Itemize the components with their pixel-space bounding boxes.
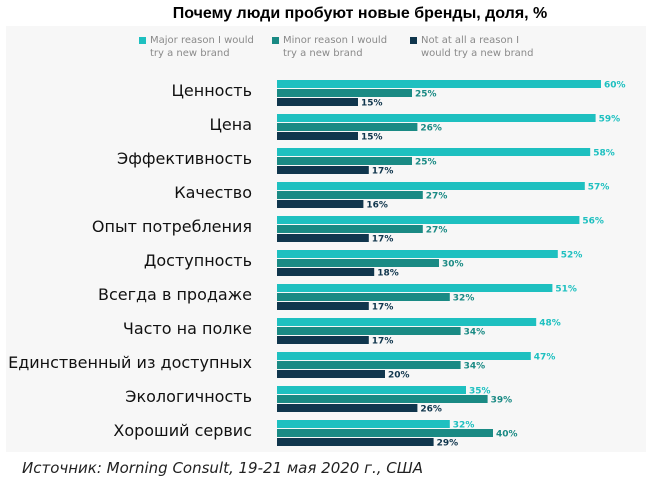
bar-none [277, 336, 369, 344]
legend-swatch-major [139, 37, 146, 44]
bar-minor [277, 327, 461, 335]
legend-swatch-none [410, 37, 417, 44]
value-label-minor: 25% [415, 90, 437, 100]
bar-none [277, 268, 375, 276]
value-label-none: 16% [366, 201, 388, 211]
value-label-none: 15% [361, 99, 383, 109]
category-label: Ценность [171, 81, 252, 100]
value-label-major: 59% [599, 115, 621, 125]
legend-label-minor: Minor reason I would try a new brand [283, 35, 388, 59]
legend-label-major: Major reason I would try a new brand [150, 35, 254, 59]
bar-minor [277, 123, 418, 131]
bar-major [277, 318, 537, 326]
bar-major [277, 182, 585, 190]
value-label-minor: 39% [491, 396, 513, 406]
bar-none [277, 166, 369, 174]
bar-minor [277, 157, 412, 165]
value-label-none: 20% [388, 371, 410, 381]
category-label: Всегда в продаже [98, 285, 252, 304]
bar-major [277, 352, 531, 360]
category-label: Хороший сервис [113, 421, 252, 440]
bar-minor [277, 395, 488, 403]
bar-none [277, 370, 385, 378]
legend-swatch-minor [272, 37, 279, 44]
bar-minor [277, 259, 439, 267]
value-label-minor: 40% [496, 430, 518, 440]
legend-item-major: Major reason I would try a new brand [139, 34, 270, 60]
bar-minor [277, 89, 412, 97]
value-label-none: 17% [372, 167, 394, 177]
bar-none [277, 302, 369, 310]
value-label-none: 17% [372, 337, 394, 347]
bar-none [277, 200, 364, 208]
bar-major [277, 420, 450, 428]
bar-major [277, 148, 591, 156]
value-label-major: 52% [561, 251, 583, 261]
category-label: Цена [209, 115, 252, 134]
bar-major [277, 386, 466, 394]
bar-minor [277, 191, 423, 199]
category-label: Доступность [144, 251, 252, 270]
category-label: Опыт потребления [92, 217, 252, 236]
bar-minor [277, 361, 461, 369]
category-label: Качество [174, 183, 252, 202]
bar-none [277, 98, 358, 106]
bar-minor [277, 225, 423, 233]
bar-major [277, 216, 580, 224]
source-note: Источник: Morning Consult, 19-21 мая 202… [22, 459, 424, 477]
value-label-minor: 34% [464, 362, 486, 372]
bar-major [277, 114, 596, 122]
value-label-minor: 27% [426, 192, 448, 202]
value-label-none: 17% [372, 303, 394, 313]
category-label: Часто на полке [123, 319, 252, 338]
value-label-major: 51% [555, 285, 577, 295]
value-label-major: 56% [582, 217, 604, 227]
value-label-major: 47% [534, 353, 556, 363]
bar-none [277, 438, 434, 446]
legend-item-none: Not at all a reason I would try a new br… [410, 34, 541, 60]
category-label: Эффективность [117, 149, 252, 168]
bar-minor [277, 293, 450, 301]
value-label-major: 60% [604, 81, 626, 91]
bar-minor [277, 429, 493, 437]
bar-major [277, 250, 558, 258]
bar-major [277, 284, 553, 292]
value-label-minor: 34% [464, 328, 486, 338]
value-label-major: 35% [469, 387, 491, 397]
value-label-major: 48% [539, 319, 561, 329]
bar-major [277, 80, 601, 88]
value-label-major: 58% [593, 149, 615, 159]
value-label-minor: 30% [442, 260, 464, 270]
value-label-major: 57% [588, 183, 610, 193]
value-label-none: 18% [377, 269, 399, 279]
bar-none [277, 404, 418, 412]
value-label-none: 17% [372, 235, 394, 245]
bar-none [277, 234, 369, 242]
chart-title: Почему люди пробуют новые бренды, доля, … [172, 5, 548, 22]
value-label-minor: 27% [426, 226, 448, 236]
category-label: Экологичность [125, 387, 252, 406]
legend-item-minor: Minor reason I would try a new brand [272, 34, 403, 60]
value-label-none: 15% [361, 133, 383, 143]
value-label-none: 29% [437, 439, 459, 449]
bar-none [277, 132, 358, 140]
category-label: Единственный из доступных [8, 353, 252, 372]
legend-label-none: Not at all a reason I would try a new br… [421, 35, 534, 59]
value-label-minor: 32% [453, 294, 475, 304]
value-label-major: 32% [453, 421, 475, 431]
value-label-minor: 25% [415, 158, 437, 168]
value-label-minor: 26% [420, 124, 442, 134]
value-label-none: 26% [420, 405, 442, 415]
